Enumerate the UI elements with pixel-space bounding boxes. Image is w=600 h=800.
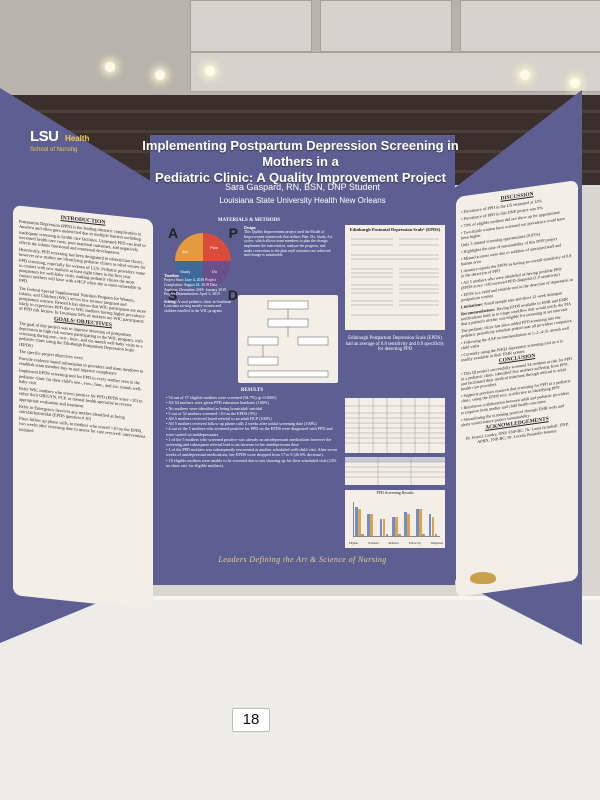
- results-item: • 4 out of the 5 mothers who screened po…: [166, 426, 333, 437]
- poster-author: Sara Gaspard, RN, BSN, DNP Student: [225, 182, 380, 192]
- chart-bar: [355, 506, 358, 536]
- pdsa-study-label: Study: [180, 269, 191, 274]
- table: [0, 600, 600, 800]
- chart-bar: [434, 533, 438, 536]
- chart-bar: [428, 514, 432, 536]
- results-item: • 18 eligible mothers were unable to be …: [166, 457, 337, 468]
- flowchart: [238, 295, 338, 383]
- chart-bar: [431, 516, 435, 536]
- chart-bar: [367, 514, 370, 536]
- results-item: • All 5 mothers received faxed referral …: [166, 416, 272, 422]
- chart-bar: [404, 511, 407, 536]
- table-edge: [0, 596, 600, 602]
- poster-footer: Leaders Defining the Art & Science of Nu…: [218, 555, 387, 564]
- logo-health: Health: [64, 134, 90, 143]
- pdsa-do-label: Do: [212, 269, 218, 274]
- timeline-heading: Timeline:: [164, 273, 180, 278]
- chart-bar: [394, 516, 398, 536]
- ceiling-light: [205, 66, 215, 76]
- design-text: This Quality Improvement project used th…: [244, 230, 333, 258]
- institution-logo: LSU Health School of Nursing: [30, 128, 110, 153]
- epds-form-title: Edinburgh Postnatal Depression Scale¹ (E…: [349, 227, 441, 232]
- ceiling-panel: [320, 0, 452, 52]
- poster-affiliation: Louisiana State University Health New Or…: [219, 196, 386, 205]
- right-text-panel: DISCUSSION • Prevalence of PPD in the US…: [456, 180, 578, 598]
- epds-form-lines: [351, 238, 439, 315]
- chart-bar: [419, 509, 423, 536]
- chart-bar: [416, 509, 420, 536]
- nursing-lamp-icon: [470, 572, 496, 584]
- logo-school: School of Nursing: [30, 147, 78, 153]
- pdsa-letter-p: P: [228, 225, 238, 241]
- chart-legend: Eligible Screened Referred Follow Up Dia…: [349, 542, 443, 547]
- table-number-tag: 18: [232, 708, 270, 732]
- pdsa-wheel: [175, 233, 231, 289]
- chart-bar: [358, 509, 361, 536]
- timeline-block: Timeline: Project Start: June 4, 2018 Pr…: [164, 274, 232, 314]
- title-line-2: Pediatric Clinic: A Quality Improvement …: [155, 170, 446, 185]
- design-block: Design: This Quality Improvement project…: [244, 226, 334, 258]
- design-heading: Design:: [244, 225, 257, 230]
- results-item: • 5 out of 54 mothers screened >10 on th…: [166, 410, 257, 416]
- ceiling-light: [570, 78, 580, 88]
- referral-table-grid: [345, 457, 445, 485]
- referral-table: [345, 457, 445, 485]
- legend-entry: Eligible: [349, 542, 358, 546]
- pdsa-cycle-graphic: A P S D Act Plan Study Do: [168, 225, 238, 303]
- chart-bar: [382, 519, 386, 536]
- results-item: • No mothers were identified as being ho…: [166, 405, 263, 411]
- ceiling-light: [155, 70, 165, 80]
- chart-plot-area: [353, 502, 440, 537]
- ceiling-light: [520, 70, 530, 80]
- setting-text: A rural pediatric clinic in Southeast Lo…: [164, 299, 232, 313]
- flowchart-diagram: [247, 300, 329, 378]
- chart-bar: [407, 514, 410, 536]
- wall-slat: [0, 130, 600, 133]
- ceiling: [0, 0, 600, 95]
- ceiling-panel: [190, 52, 600, 92]
- left-text-panel: INTRODUCTION Postpartum Depression (PPD)…: [13, 205, 153, 610]
- chart-bar: [422, 533, 426, 536]
- logo-lsu: LSU: [30, 128, 59, 145]
- chart-bar: [397, 533, 401, 536]
- chart-title: PPD Screening Results: [376, 490, 414, 495]
- pdsa-act-label: Act: [182, 249, 188, 254]
- chart-bar: [391, 516, 395, 536]
- pdsa-letter-d: D: [227, 287, 238, 303]
- setting-label: Setting:: [164, 299, 177, 304]
- pdsa-letter-a: A: [168, 225, 179, 241]
- results-table-grid: [345, 398, 445, 453]
- setting-block: Setting: A rural pediatric clinic in Sou…: [164, 300, 232, 314]
- results-section: RESULTS • 54 out of 57 eligible mothers …: [166, 386, 338, 551]
- results-item: • 1 of the PPD mothers was subsequently …: [166, 447, 338, 458]
- wall-slat: [0, 110, 600, 113]
- methods-heading: MATERIALS & METHODS: [217, 218, 281, 223]
- legend-entry: Referred: [388, 542, 399, 546]
- pdsa-plan-label: Plan: [210, 245, 219, 250]
- epds-form: Edinburgh Postnatal Depression Scale¹ (E…: [345, 225, 445, 330]
- legend-entry: Screened: [368, 542, 379, 546]
- results-item: • 54 out of 57 eligible mothers were scr…: [166, 395, 277, 401]
- chart-bar: [361, 533, 364, 536]
- poster-title: Implementing Postpartum Depression Scree…: [118, 138, 483, 186]
- results-heading: RESULTS: [240, 388, 264, 393]
- results-item: • All 5 mothers received follow up phone…: [166, 421, 317, 427]
- chart-bar: [385, 533, 389, 536]
- screening-results-chart: PPD Screening Results Eligible Screened …: [345, 490, 445, 548]
- pdsa-letter-s: S: [168, 287, 178, 303]
- timeline-text: Project Start: June 4, 2018 Project Comp…: [164, 278, 226, 297]
- epds-caption: Edinburgh Postpartum Depression Scale (E…: [345, 336, 445, 353]
- ceiling-light: [105, 62, 115, 72]
- results-table: [345, 398, 445, 453]
- ceiling-panel: [460, 0, 600, 52]
- legend-entry: Diagnosed: [431, 542, 443, 546]
- chart-bar: [370, 514, 373, 536]
- methods-section: MATERIALS & METHODS Design: This Quality…: [160, 214, 338, 384]
- ceiling-panel: [190, 0, 312, 52]
- chart-bar: [379, 519, 383, 536]
- results-item: • All 54 mothers were given PPD educatio…: [166, 400, 269, 406]
- legend-entry: Follow Up: [408, 542, 421, 546]
- results-item: • 1 of the 5 mothers who screened positi…: [166, 436, 332, 448]
- title-line-1: Implementing Postpartum Depression Scree…: [142, 138, 459, 169]
